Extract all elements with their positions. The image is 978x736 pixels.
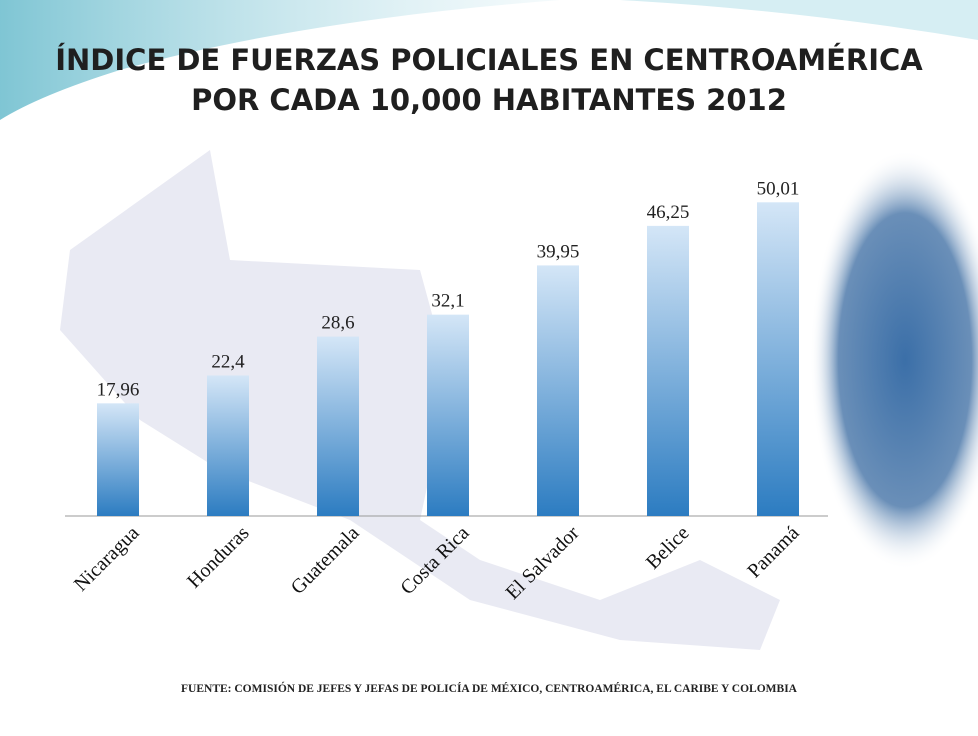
title-line: ÍNDICE DE FUERZAS POLICIALES EN CENTROAM… [55, 43, 923, 77]
bar [97, 403, 139, 516]
swoosh [0, 0, 560, 120]
value-label: 32,1 [431, 291, 464, 312]
bar [757, 202, 799, 516]
source: FUENTE: COMISIÓN DE JEFES Y JEFAS DE POL… [181, 681, 798, 695]
title-line: POR CADA 10,000 HABITANTES 2012 [191, 83, 787, 117]
value-label: 39,95 [537, 241, 580, 262]
swoosh [620, 0, 978, 40]
photo [810, 150, 978, 570]
map-background [60, 150, 780, 650]
bar [207, 375, 249, 516]
value-label: 50,01 [757, 178, 800, 199]
bar [537, 265, 579, 516]
value-label: 46,25 [647, 202, 690, 223]
value-label: 22,4 [211, 351, 245, 372]
bar [647, 225, 689, 517]
bar [317, 336, 359, 516]
bar [427, 314, 469, 516]
value-label: 28,6 [321, 313, 354, 334]
value-label: 17,96 [97, 379, 140, 400]
